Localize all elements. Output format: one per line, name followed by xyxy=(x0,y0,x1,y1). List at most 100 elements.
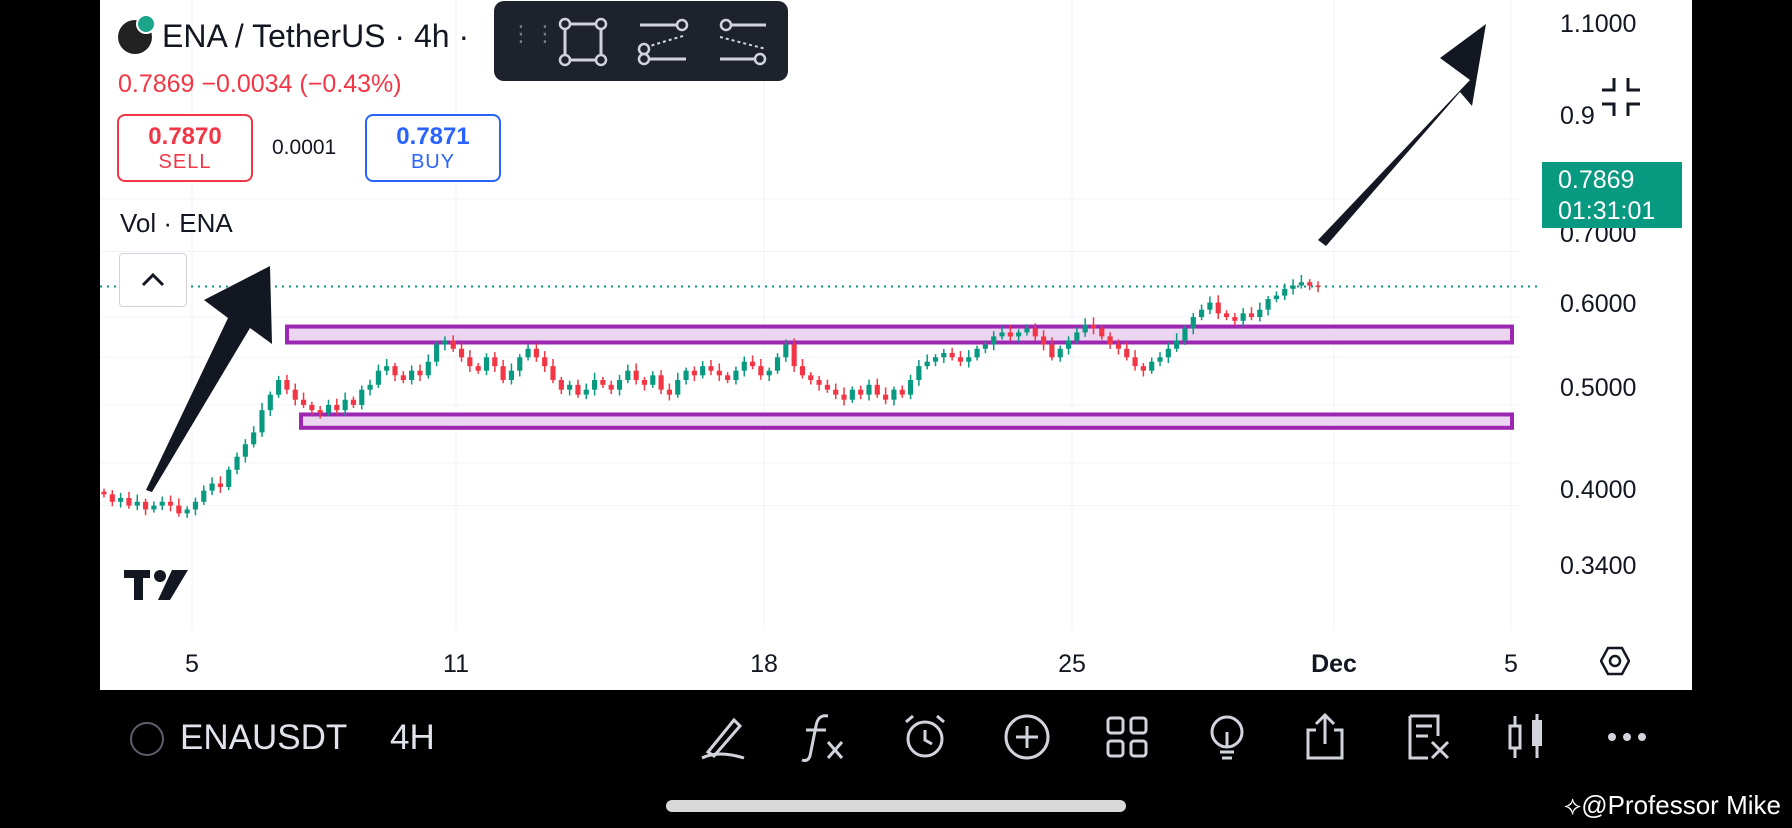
volume-label: Vol · ENA xyxy=(120,208,233,238)
candle-body xyxy=(858,389,864,395)
buy-button[interactable]: 0.7871 BUY xyxy=(365,114,501,182)
candle-body xyxy=(899,389,905,395)
chart-settings-icon[interactable] xyxy=(1600,646,1630,676)
candle-body xyxy=(1282,288,1288,296)
up-arrow-left[interactable] xyxy=(146,266,272,492)
resistance-zone[interactable] xyxy=(285,324,1514,345)
candle-body xyxy=(392,366,398,376)
price-tick-label: 1.1000 xyxy=(1560,10,1637,38)
candle-body xyxy=(716,370,722,376)
candle-body xyxy=(691,370,697,376)
up-arrow-right[interactable] xyxy=(1318,24,1486,246)
candle-body xyxy=(1174,340,1180,349)
watermark-text: ⟡@Professor Mike xyxy=(1564,790,1781,822)
time-tick-label: Dec xyxy=(1311,650,1357,678)
candle-body xyxy=(1024,328,1030,333)
draw-pen-icon[interactable] xyxy=(698,712,748,762)
candle-body xyxy=(683,370,689,381)
ideas-lightbulb-icon[interactable] xyxy=(1202,712,1252,762)
more-options-icon[interactable] xyxy=(1602,712,1652,762)
drag-handle-icon[interactable]: ⋮⋮ xyxy=(510,21,558,46)
rectangle-tool-icon[interactable] xyxy=(556,15,610,69)
candle-body xyxy=(883,394,889,400)
candle-body xyxy=(666,389,673,395)
settings-lines-icon[interactable] xyxy=(716,15,770,69)
price-tick-label: 0.5000 xyxy=(1560,374,1637,402)
chart-panel[interactable]: ENA / TetherUS · 4h · 0.7869 −0.0034 (−0… xyxy=(100,0,1692,690)
candle-body xyxy=(1157,357,1163,362)
share-icon[interactable] xyxy=(1300,712,1350,762)
watermark-label: @Professor Mike xyxy=(1581,790,1781,820)
candle-body xyxy=(284,380,290,390)
bottom-toolbar: ENAUSDT 4H xyxy=(100,690,1692,784)
candle-body xyxy=(434,344,440,362)
candle-body xyxy=(176,505,182,514)
candle-body xyxy=(1140,366,1146,371)
candle-body xyxy=(725,375,731,381)
candle-body xyxy=(608,384,614,390)
chevron-up-icon xyxy=(141,272,165,287)
candle-body xyxy=(1074,332,1080,341)
exit-fullscreen-icon[interactable] xyxy=(1600,76,1642,118)
symbol-header[interactable]: ENA / TetherUS · 4h · xyxy=(118,13,469,55)
current-price-tag: 0.7869 01:31:01 xyxy=(1542,162,1682,228)
parallel-channel-tool-icon[interactable] xyxy=(636,15,690,69)
candle-body xyxy=(1290,285,1296,289)
clear-drawings-icon[interactable] xyxy=(1402,712,1452,762)
alarm-clock-icon[interactable] xyxy=(900,712,950,762)
candle-body xyxy=(1199,309,1205,318)
timeframe-selector[interactable]: 4H xyxy=(390,718,435,757)
candle-body xyxy=(1090,324,1097,329)
candle-body xyxy=(1298,282,1304,286)
candle-body xyxy=(118,498,124,502)
candle-body xyxy=(774,357,781,371)
candle-body xyxy=(625,370,631,381)
add-plus-icon[interactable] xyxy=(1002,712,1052,762)
candle-body xyxy=(300,399,307,405)
candle-body xyxy=(941,352,947,358)
support-zone[interactable] xyxy=(299,412,1514,430)
symbol-ticker[interactable]: ENAUSDT xyxy=(180,718,348,757)
candle-body xyxy=(458,348,465,358)
candle-body xyxy=(517,357,523,371)
candle-body xyxy=(409,370,415,381)
candle-body xyxy=(966,357,972,362)
candle-body xyxy=(1007,332,1013,337)
candle-body xyxy=(1248,313,1255,318)
candles-type-icon[interactable] xyxy=(1502,712,1552,762)
home-indicator[interactable] xyxy=(666,800,1126,812)
candle-body xyxy=(1315,285,1321,287)
candle-body xyxy=(375,370,381,385)
candle-body xyxy=(483,357,490,371)
candle-body xyxy=(292,389,298,400)
price-change: 0.7869 −0.0034 (−0.43%) xyxy=(118,70,402,98)
candle-body xyxy=(309,404,315,411)
candle-body xyxy=(350,399,357,405)
collapse-button[interactable] xyxy=(119,253,187,307)
sell-button[interactable]: 0.7870 SELL xyxy=(117,114,253,182)
price-tick-label: 0.4000 xyxy=(1560,476,1637,504)
candle-body xyxy=(741,361,747,371)
time-tick-label: 5 xyxy=(1504,650,1518,678)
layout-grid-icon[interactable] xyxy=(1102,712,1152,762)
grid-lines xyxy=(100,0,1520,630)
chart-canvas[interactable] xyxy=(100,0,1692,690)
candle-body xyxy=(766,370,772,376)
candle-body xyxy=(575,384,581,395)
candle-body xyxy=(866,384,872,395)
candle-body xyxy=(384,366,390,371)
candle-body xyxy=(367,384,373,390)
candle-body xyxy=(1307,282,1313,286)
candle-body xyxy=(167,501,174,506)
candle-body xyxy=(1132,357,1138,367)
drawing-toolbar[interactable]: ⋮⋮ xyxy=(494,1,788,81)
candle-body xyxy=(633,370,639,381)
candle-body xyxy=(1165,348,1171,358)
candle-body xyxy=(924,361,930,367)
candle-body xyxy=(592,380,598,390)
candle-body xyxy=(758,366,764,376)
candle-body xyxy=(974,348,980,358)
candle-body xyxy=(1049,344,1055,358)
indicators-fx-icon[interactable] xyxy=(798,712,848,762)
candle-body xyxy=(791,344,797,367)
